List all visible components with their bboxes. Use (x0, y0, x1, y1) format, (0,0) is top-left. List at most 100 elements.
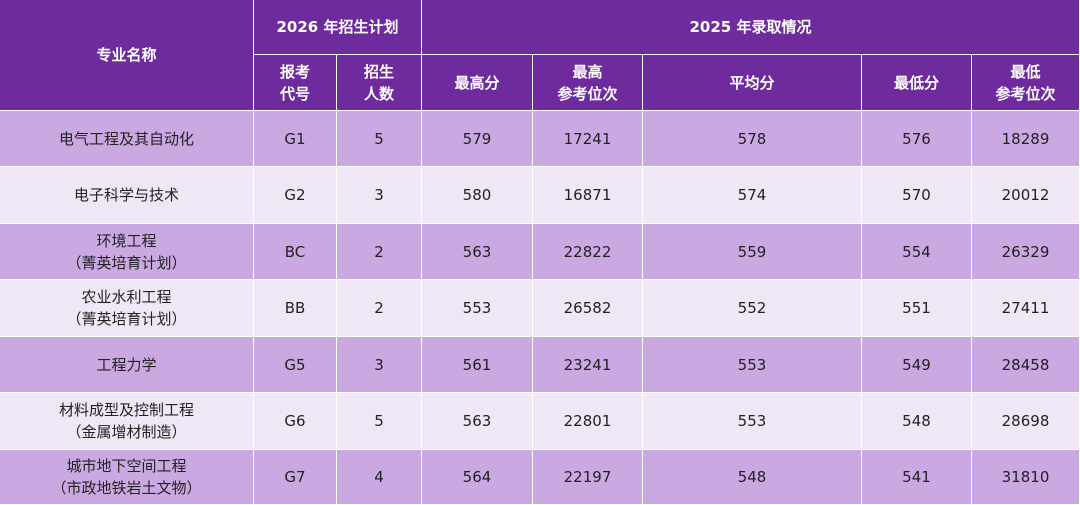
data-cell: 22801 (533, 393, 643, 450)
cell-text: 报考 (279, 62, 310, 81)
cell-text: 548 (737, 468, 767, 486)
cell-text: 最低分 (893, 73, 939, 92)
cell-text: 电气工程及其自动化 (58, 129, 194, 148)
header-cell: 最高 参考位次 (533, 55, 643, 111)
data-cell: G5 (254, 337, 337, 393)
cell-text: 2 (374, 242, 384, 261)
cell-text: 4 (374, 468, 384, 486)
cell-text: 2 (374, 299, 384, 317)
data-cell: 559 (643, 224, 862, 280)
cell-text: 农业水利工程 (81, 288, 172, 306)
data-cell: G1 (254, 111, 337, 167)
header-cell: 最低 参考位次 (972, 55, 1080, 111)
cell-text: 2026 年招生计划 (276, 18, 399, 36)
cell-text: G5 (284, 355, 306, 374)
cell-text: 最高 (572, 62, 603, 81)
cell-text: （菁英培育计划） (66, 253, 187, 272)
cell-text: 579 (462, 129, 492, 148)
cell-text: 3 (374, 355, 384, 374)
cell-text: 541 (902, 468, 931, 486)
cell-text: 5 (374, 412, 384, 430)
data-cell: 561 (422, 337, 533, 393)
data-cell: 578 (643, 111, 862, 167)
cell-text: 16871 (563, 186, 612, 204)
major-cell: 电气工程及其自动化 (0, 111, 254, 167)
cell-text: 参考位次 (557, 84, 618, 103)
cell-text: BB (284, 299, 306, 317)
cell-text: 17241 (563, 129, 612, 148)
header-group: 2025 年录取情况 (422, 0, 1080, 55)
cell-text: 553 (737, 412, 767, 430)
cell-text: 工程力学 (96, 355, 157, 374)
data-cell: 576 (862, 111, 972, 167)
cell-text: 563 (462, 242, 492, 261)
cell-text: 环境工程 (96, 231, 157, 250)
major-cell: 电子科学与技术 (0, 167, 254, 224)
cell-text: 548 (902, 412, 931, 430)
cell-text: 27411 (1001, 299, 1050, 317)
cell-text: 23241 (563, 355, 612, 374)
data-cell: 574 (643, 167, 862, 224)
cell-text: 576 (902, 129, 931, 148)
data-cell: 5 (337, 393, 422, 450)
data-cell: 552 (643, 280, 862, 337)
data-cell: 2 (337, 280, 422, 337)
cell-text: 专业名称 (96, 46, 157, 64)
data-cell: 16871 (533, 167, 643, 224)
cell-text: 城市地下空间工程 (66, 457, 187, 475)
data-cell: 23241 (533, 337, 643, 393)
data-cell: 580 (422, 167, 533, 224)
data-cell: 551 (862, 280, 972, 337)
cell-text: BC (284, 242, 306, 261)
cell-text: 代号 (279, 84, 310, 103)
data-cell: 553 (643, 337, 862, 393)
data-cell: 5 (337, 111, 422, 167)
cell-text: 570 (902, 186, 931, 204)
cell-text: G1 (284, 129, 306, 148)
data-cell: 564 (422, 450, 533, 505)
cell-text: 20012 (1001, 186, 1050, 204)
cell-text: 580 (462, 186, 492, 204)
data-cell: 548 (643, 450, 862, 505)
header-cell: 招生 人数 (337, 55, 422, 111)
data-cell: 3 (337, 337, 422, 393)
header-cell: 报考 代号 (254, 55, 337, 111)
cell-text: 553 (737, 355, 767, 374)
cell-text: 最低 (1010, 62, 1041, 81)
data-cell: G7 (254, 450, 337, 505)
cell-text: 549 (902, 355, 931, 374)
cell-text: 材料成型及控制工程 (58, 401, 194, 419)
data-cell: 549 (862, 337, 972, 393)
cell-text: G6 (284, 412, 306, 430)
cell-text: 552 (737, 299, 767, 317)
major-cell: 材料成型及控制工程 （金属增材制造） (0, 393, 254, 450)
header-cell: 专业名称 (0, 0, 254, 111)
data-cell: 2 (337, 224, 422, 280)
header-cell: 平均分 (643, 55, 862, 111)
cell-text: 28458 (1001, 355, 1050, 374)
data-cell: 541 (862, 450, 972, 505)
cell-text: 参考位次 (995, 84, 1056, 103)
data-cell: 553 (643, 393, 862, 450)
data-cell: 4 (337, 450, 422, 505)
cell-text: 5 (374, 129, 384, 148)
header-group: 2026 年招生计划 (254, 0, 422, 55)
cell-text: 563 (462, 412, 492, 430)
cell-text: 554 (902, 242, 931, 261)
cell-text: 人数 (363, 84, 394, 103)
cell-text: 559 (737, 242, 767, 261)
data-cell: 26582 (533, 280, 643, 337)
major-cell: 城市地下空间工程 （市政地铁岩土文物） (0, 450, 254, 505)
data-cell: 563 (422, 224, 533, 280)
cell-text: 最高分 (454, 73, 500, 92)
cell-text: G2 (284, 186, 306, 204)
major-cell: 农业水利工程 （菁英培育计划） (0, 280, 254, 337)
data-cell: 22197 (533, 450, 643, 505)
cell-text: （金属增材制造） (66, 423, 187, 441)
data-cell: 553 (422, 280, 533, 337)
cell-text: 561 (462, 355, 492, 374)
data-cell: 3 (337, 167, 422, 224)
data-cell: 570 (862, 167, 972, 224)
data-cell: G6 (254, 393, 337, 450)
